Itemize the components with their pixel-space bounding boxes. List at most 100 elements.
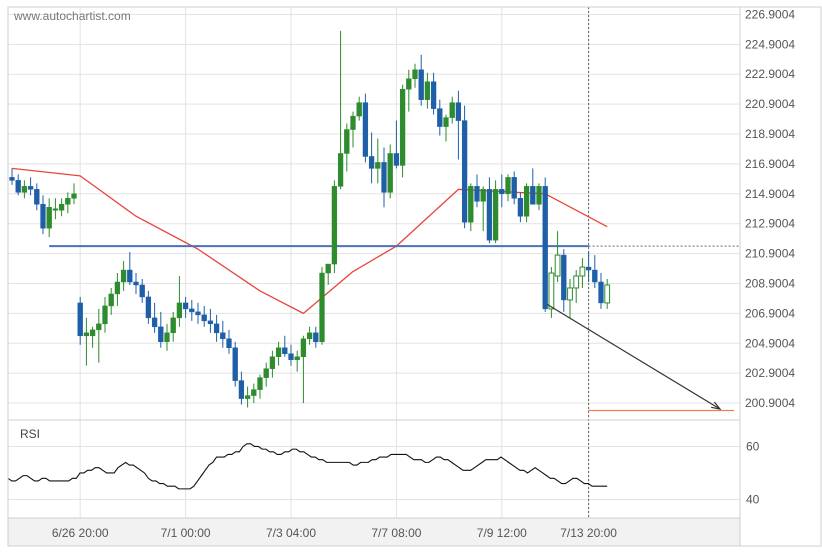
candle-body bbox=[505, 177, 511, 195]
price-tick-label: 202.9004 bbox=[745, 366, 795, 380]
candle-body bbox=[548, 272, 555, 310]
candle-body bbox=[542, 186, 548, 310]
candle-body bbox=[133, 281, 139, 286]
candle-body bbox=[406, 78, 412, 90]
candle-body bbox=[468, 186, 474, 223]
candle-body bbox=[102, 305, 108, 325]
candle-body bbox=[313, 332, 319, 343]
candle-body bbox=[226, 338, 232, 349]
candle-body bbox=[127, 269, 133, 283]
price-tick-label: 206.9004 bbox=[745, 306, 795, 320]
candle-body bbox=[207, 320, 214, 325]
candle-body bbox=[455, 102, 462, 121]
candle-body bbox=[443, 117, 449, 127]
price-tick-label: 208.9004 bbox=[745, 276, 795, 290]
candle-body bbox=[424, 81, 431, 100]
candle-body bbox=[89, 329, 96, 337]
candle-body bbox=[52, 208, 59, 211]
candle-body bbox=[114, 281, 121, 295]
candle-body bbox=[523, 186, 530, 217]
candle-body bbox=[46, 207, 52, 229]
candle-body bbox=[58, 204, 65, 211]
candle-body bbox=[375, 162, 381, 169]
candle-body bbox=[139, 284, 145, 298]
candle-body bbox=[474, 186, 480, 202]
candle-body bbox=[282, 347, 288, 354]
candle-body bbox=[356, 102, 362, 117]
time-tick-label: 7/3 04:00 bbox=[266, 526, 316, 540]
candle-body bbox=[412, 69, 418, 79]
candle-body bbox=[34, 189, 40, 205]
price-tick-label: 212.9004 bbox=[745, 217, 795, 231]
candle-body bbox=[399, 88, 406, 166]
candle-body bbox=[567, 287, 573, 301]
candle-body bbox=[480, 189, 486, 202]
candle-body bbox=[319, 272, 325, 343]
candle-body bbox=[170, 317, 176, 334]
price-tick-label: 220.9004 bbox=[745, 97, 795, 111]
candle-body bbox=[96, 323, 102, 331]
candle-body bbox=[232, 347, 238, 381]
rsi-tick-label: 40 bbox=[746, 492, 760, 506]
candle-body bbox=[368, 156, 375, 169]
time-tick-label: 7/9 12:00 bbox=[477, 526, 527, 540]
candle-body bbox=[220, 332, 226, 340]
forecast-arrow-layer bbox=[546, 303, 722, 410]
rsi-line bbox=[7, 443, 608, 490]
candle-body bbox=[15, 180, 21, 193]
price-tick-label: 210.9004 bbox=[745, 247, 795, 261]
price-tick-label: 218.9004 bbox=[745, 127, 795, 141]
time-tick-label: 6/26 20:00 bbox=[52, 526, 109, 540]
price-tick-label: 224.9004 bbox=[745, 37, 795, 51]
candle-body bbox=[275, 347, 282, 357]
candle-body bbox=[554, 254, 561, 277]
candle-body bbox=[83, 332, 90, 337]
candle-body bbox=[499, 189, 505, 195]
candle-body bbox=[158, 326, 164, 343]
candle-body bbox=[40, 204, 46, 229]
candle-body bbox=[437, 108, 443, 127]
candle-body bbox=[164, 332, 170, 343]
candle-body bbox=[536, 186, 542, 205]
candle-body bbox=[573, 275, 580, 289]
candles-layer bbox=[9, 30, 611, 408]
price-tick-label: 226.9004 bbox=[745, 7, 795, 21]
candle-body bbox=[306, 332, 313, 340]
candle-body bbox=[176, 302, 183, 319]
axes-labels: 226.9004 224.9004 222.9004 220.9004 218.9004… bbox=[52, 7, 796, 540]
time-tick-label: 7/7 08:00 bbox=[371, 526, 421, 540]
time-tick-label: 7/13 20:00 bbox=[560, 526, 617, 540]
candle-body bbox=[337, 153, 344, 187]
forecast-arrow-shaft bbox=[546, 303, 721, 410]
candle-body bbox=[288, 353, 294, 360]
candle-body bbox=[387, 153, 393, 193]
candle-body bbox=[9, 177, 15, 181]
candle-body bbox=[486, 189, 493, 241]
candle-body bbox=[244, 395, 251, 399]
candle-body bbox=[251, 389, 257, 396]
candle-body bbox=[517, 198, 524, 217]
candle-body bbox=[492, 189, 499, 241]
candle-body bbox=[71, 193, 77, 199]
price-tick-label: 204.9004 bbox=[745, 336, 795, 350]
candle-body bbox=[201, 314, 207, 322]
candle-body bbox=[461, 120, 468, 223]
watermark: www.autochartist.com bbox=[13, 9, 131, 23]
forecast-arrow-head bbox=[711, 401, 722, 410]
candle-body bbox=[381, 162, 387, 193]
rsi-layer bbox=[7, 443, 608, 490]
candle-body bbox=[592, 269, 598, 283]
candle-body bbox=[325, 263, 331, 274]
candle-body bbox=[151, 317, 158, 328]
candle-body bbox=[598, 281, 604, 304]
candle-body bbox=[350, 115, 356, 130]
rsi-tick-label: 60 bbox=[746, 439, 760, 453]
candle-body bbox=[393, 153, 400, 166]
candle-body bbox=[269, 356, 276, 369]
candle-body bbox=[344, 129, 350, 154]
candle-body bbox=[418, 69, 424, 100]
candle-body bbox=[213, 323, 220, 334]
time-tick-label: 7/1 00:00 bbox=[161, 526, 211, 540]
